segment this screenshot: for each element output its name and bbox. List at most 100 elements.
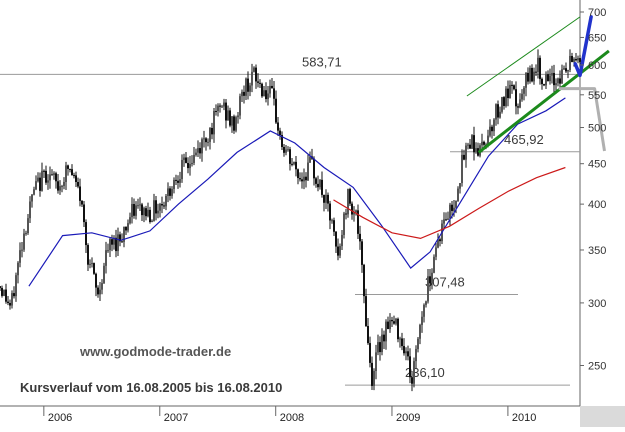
price-candle [195,152,197,155]
price-candle [149,209,151,222]
price-candle [475,148,477,153]
price-candle [175,179,177,181]
x-tick-label: 2008 [280,412,304,424]
plot-area [0,0,580,406]
price-candle [5,289,7,302]
y-tick-label: 450 [588,159,606,171]
price-candle [331,220,333,222]
price-candle [73,175,75,177]
price-candle [391,319,393,322]
level-label: 307,48 [425,274,465,289]
price-candle [221,106,223,108]
price-candle [259,82,261,84]
price-candle [129,217,131,224]
price-candle [123,226,125,242]
x-tick-label: 2006 [48,412,72,424]
price-candle [445,219,447,221]
price-candle [369,343,371,363]
price-candle [115,237,117,252]
price-candle [467,144,469,146]
price-candle [33,189,35,195]
price-candle [533,71,535,82]
price-candle [223,102,225,107]
moving-averages [28,97,566,287]
price-candle [517,106,519,108]
price-candle [97,287,99,295]
price-candle [67,165,69,169]
price-candle [433,256,435,273]
price-candle [147,209,149,217]
price-candle [339,246,341,256]
price-candle [291,163,293,165]
price-candle [515,89,517,107]
price-candle [499,111,501,118]
price-candle [43,170,45,172]
price-candle [545,74,547,86]
price-candle [19,250,21,263]
price-candle [477,148,479,156]
price-candle [353,212,355,215]
price-candle [119,234,121,242]
price-candle [173,179,175,189]
price-candle [457,188,459,201]
price-candle [347,189,349,215]
y-tick-label: 250 [588,361,606,373]
price-candle [371,362,373,386]
y-tick-label: 500 [588,123,606,135]
price-candle [489,126,491,136]
price-candle [319,179,321,188]
price-candle [377,342,379,353]
price-candle [417,338,419,349]
y-tick-label: 550 [588,90,606,102]
price-candle [395,318,397,324]
price-candle [45,170,47,183]
price-candle [305,176,307,181]
price-candle [1,287,3,296]
price-candle [151,220,153,222]
price-candle [421,316,423,325]
price-candle [29,201,31,219]
price-candle [91,263,93,265]
price-candle [199,148,201,154]
price-candle [55,173,57,182]
price-candle [251,71,253,86]
y-tick-label: 650 [588,32,606,44]
price-candle [125,226,127,231]
price-candle [375,352,377,371]
price-candle [361,241,363,265]
watermark: www.godmode-trader.de [79,344,231,359]
price-candle [379,342,381,353]
price-candle [265,90,267,100]
price-candle [427,276,429,302]
price-candle [543,84,545,86]
price-candle [355,210,357,213]
price-candle [139,204,141,206]
price-candle [79,186,81,201]
price-candle [17,262,19,276]
x-axis-ticks: 2006 2007 2008 2009 2010 [43,406,536,424]
price-candle [57,181,59,191]
price-candle [105,250,107,266]
price-bars [0,49,581,392]
price-candle [359,233,361,242]
price-candle [213,110,215,135]
price-candle [9,302,11,306]
price-candle [137,205,139,207]
price-candle [327,194,329,204]
price-candle [65,165,67,182]
price-candle [399,338,401,340]
price-candle [25,232,27,234]
price-candle [87,245,89,265]
support-trend-line [477,49,610,154]
price-candle [381,334,383,353]
price-candle [559,78,561,84]
price-candle [409,356,411,378]
price-candle [547,74,549,82]
price-candle [493,119,495,132]
price-candle [209,127,211,142]
price-candle [169,188,171,196]
price-candle [227,110,229,121]
scroll-corner[interactable] [580,406,625,427]
price-candle [127,223,129,231]
y-tick-label: 300 [588,298,606,310]
